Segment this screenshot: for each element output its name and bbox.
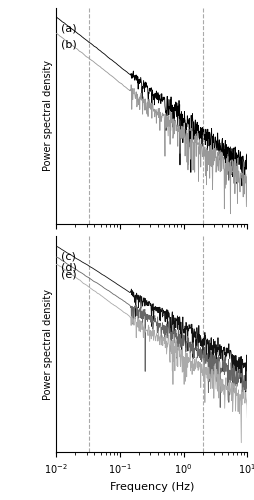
Text: (a): (a) xyxy=(61,23,76,33)
Text: (c): (c) xyxy=(61,252,76,262)
Text: (e): (e) xyxy=(61,270,76,280)
Text: (d): (d) xyxy=(61,262,77,272)
Text: (b): (b) xyxy=(61,40,77,50)
X-axis label: Frequency (Hz): Frequency (Hz) xyxy=(109,482,193,492)
Y-axis label: Power spectral density: Power spectral density xyxy=(43,289,53,400)
Y-axis label: Power spectral density: Power spectral density xyxy=(43,60,53,171)
